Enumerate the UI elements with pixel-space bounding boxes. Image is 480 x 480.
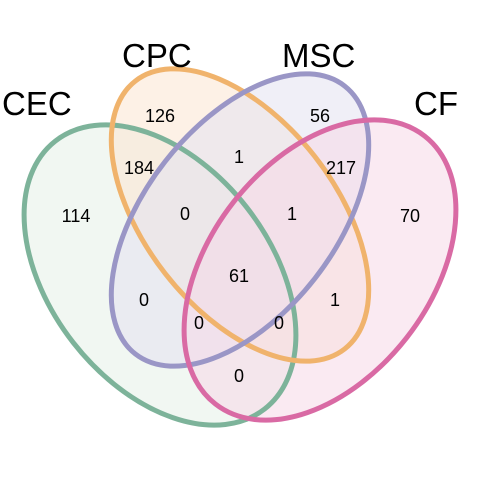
set-outlines xyxy=(21,66,459,428)
count-msc-only: 56 xyxy=(310,106,330,126)
count-msc-cf: 217 xyxy=(326,158,356,178)
label-msc: MSC xyxy=(282,37,355,74)
count-cec-msc: 0 xyxy=(139,290,149,310)
count-cec-cpc-cf: 0 xyxy=(274,313,284,333)
count-cf-only: 70 xyxy=(400,206,420,226)
set-labels: CEC CPC MSC CF xyxy=(2,37,458,122)
count-cpc-msc-cf: 1 xyxy=(287,204,297,224)
count-cec-cf: 0 xyxy=(234,366,244,386)
region-counts: 114 126 56 70 184 1 217 0 1 61 0 1 0 0 0 xyxy=(62,106,420,386)
count-cec-cpc: 184 xyxy=(124,158,154,178)
cec-ellipse-outline xyxy=(21,122,299,428)
cf-ellipse-outline xyxy=(181,117,459,423)
label-cpc: CPC xyxy=(122,37,192,74)
count-cpc-msc: 1 xyxy=(234,147,244,167)
count-cec-cpc-msc: 0 xyxy=(180,204,190,224)
count-all: 61 xyxy=(229,266,249,286)
count-cec-only: 114 xyxy=(62,206,91,226)
msc-ellipse-outline xyxy=(108,71,372,369)
count-cpc-cf: 1 xyxy=(330,290,340,310)
count-cpc-only: 126 xyxy=(145,106,175,126)
count-cec-msc-cf: 0 xyxy=(194,313,204,333)
label-cec: CEC xyxy=(2,85,72,122)
cpc-ellipse-outline xyxy=(108,66,372,364)
label-cf: CF xyxy=(414,85,458,122)
